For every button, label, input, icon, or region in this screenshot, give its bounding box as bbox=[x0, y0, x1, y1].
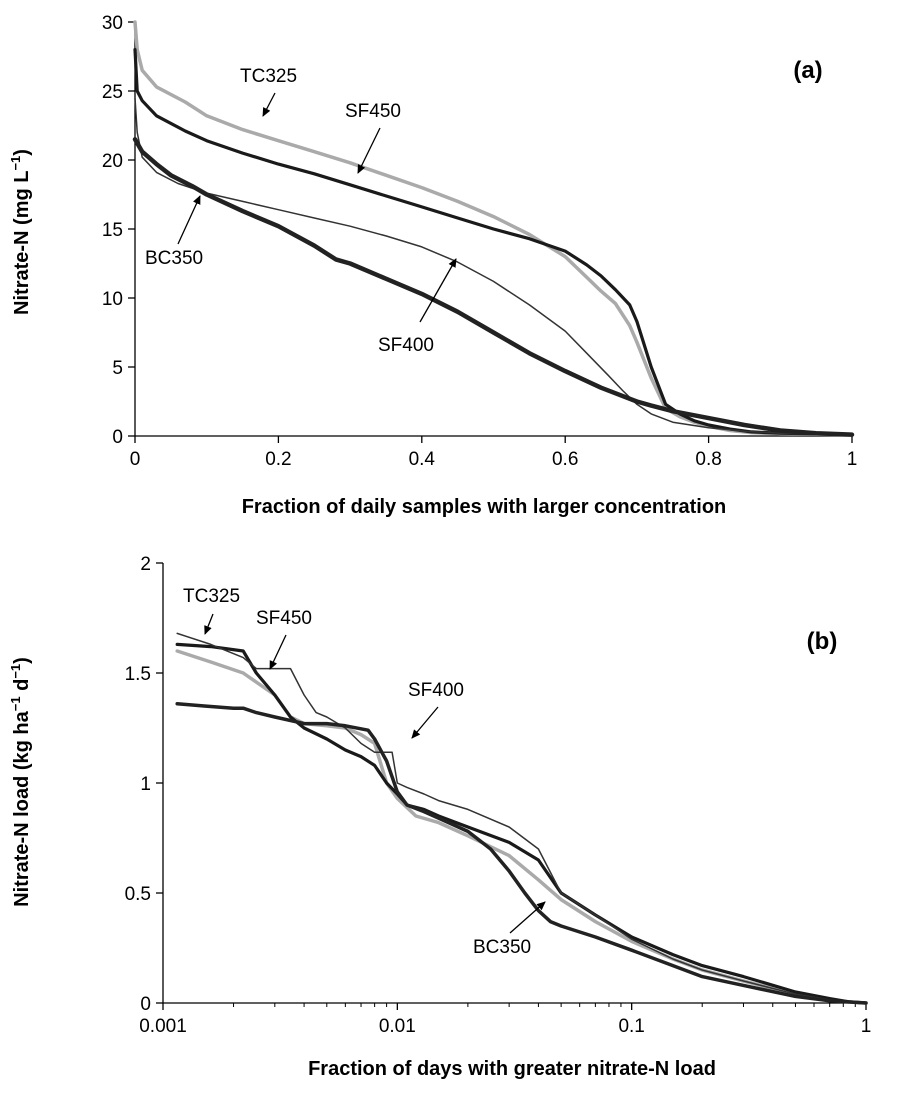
panel-a-x-tick-label: 0.2 bbox=[265, 449, 291, 470]
series-bc350-line bbox=[132, 137, 855, 437]
arrow-sf450-a bbox=[357, 127, 381, 174]
series-sf400-line bbox=[134, 97, 853, 436]
panel-a-x-tick-label: 0.6 bbox=[552, 449, 578, 470]
panel-a-y-tick-label: 20 bbox=[102, 151, 123, 172]
panel-a-y-title-main: Nitrate-N (mg L bbox=[11, 171, 33, 315]
series-sf450-line bbox=[175, 642, 868, 1005]
panel-b-y-tick-label: 1.5 bbox=[125, 664, 151, 685]
panel-b-x-tick-label: 0.001 bbox=[139, 1016, 187, 1037]
panel-b-y-tick-label: 0 bbox=[140, 994, 151, 1015]
panel-a-x-title: Fraction of daily samples with larger co… bbox=[242, 496, 727, 518]
panel-a-y-tick-label: 0 bbox=[112, 427, 123, 448]
annotation-sf400-a: SF400 bbox=[378, 335, 434, 356]
panel-a: 0 0.2 0.4 0.6 0.8 1 0 5 10 15 20 25 30 (a) Fraction… bbox=[8, 13, 857, 518]
series-bc350-line bbox=[175, 702, 868, 1005]
panel-a-series bbox=[132, 20, 855, 437]
panel-a-y-tick-label: 25 bbox=[102, 82, 123, 103]
panel-a-y-title-end: ) bbox=[11, 149, 33, 156]
panel-b-x-tick-label: 0.1 bbox=[618, 1016, 644, 1037]
panel-a-tag: (a) bbox=[793, 57, 822, 84]
series-sf400-line bbox=[176, 632, 867, 1004]
panel-a-x-tick-label: 0 bbox=[130, 449, 141, 470]
annotation-sf400-b: SF400 bbox=[408, 680, 464, 701]
panel-b: 0.001 0.01 0.1 1 0 0.5 1 1.5 2 (b) Fraction of … bbox=[8, 554, 871, 1080]
panel-b-y-title-mid: d bbox=[11, 679, 33, 697]
arrow-tc325-a bbox=[262, 92, 276, 117]
panel-a-y-title: Nitrate-N (mg L−1) bbox=[8, 149, 33, 315]
panel-b-y-title-sup2: −1 bbox=[8, 664, 23, 679]
annotation-tc325-a: TC325 bbox=[240, 66, 297, 87]
arrow-sf400-b bbox=[411, 706, 439, 739]
annotation-sf450-a: SF450 bbox=[345, 101, 401, 122]
panel-a-x-tick-label: 1 bbox=[847, 449, 858, 470]
annotation-sf450-b: SF450 bbox=[256, 608, 312, 629]
panel-b-y-tick-label: 2 bbox=[140, 554, 151, 575]
annotation-tc325-b: TC325 bbox=[183, 586, 240, 607]
panel-a-y-tick-label: 5 bbox=[112, 358, 123, 379]
panel-b-x-tick-label: 0.01 bbox=[379, 1016, 416, 1037]
panel-b-y-title-sup1: −1 bbox=[8, 696, 23, 711]
panel-b-y-title-main: Nitrate-N load (kg ha bbox=[11, 710, 33, 906]
panel-b-y-tick-label: 0.5 bbox=[125, 884, 151, 905]
panel-a-x-ticks: 0 0.2 0.4 0.6 0.8 1 bbox=[130, 436, 858, 470]
panel-b-x-title: Fraction of days with greater nitrate-N … bbox=[308, 1058, 716, 1080]
panel-b-y-title: Nitrate-N load (kg ha−1 d−1) bbox=[8, 657, 33, 907]
panel-b-y-ticks: 0 0.5 1 1.5 2 bbox=[125, 554, 163, 1015]
panel-a-y-tick-label: 30 bbox=[102, 13, 123, 34]
annotation-bc350-a: BC350 bbox=[145, 248, 203, 269]
panel-a-x-tick-label: 0.8 bbox=[695, 449, 721, 470]
panel-b-tag: (b) bbox=[807, 628, 838, 655]
panel-a-y-title-sup: −1 bbox=[8, 156, 23, 171]
panel-a-x-tick-label: 0.4 bbox=[409, 449, 436, 470]
panel-a-y-tick-label: 15 bbox=[102, 220, 123, 241]
panel-b-y-tick-label: 1 bbox=[140, 774, 151, 795]
panel-b-x-tick-label: 1 bbox=[861, 1016, 872, 1037]
panel-a-y-ticks: 0 5 10 15 20 25 30 bbox=[102, 13, 135, 448]
annotation-bc350-b: BC350 bbox=[473, 937, 531, 958]
panel-a-y-tick-label: 10 bbox=[102, 289, 123, 310]
arrow-sf450-b bbox=[269, 634, 287, 670]
panel-b-y-title-end: ) bbox=[11, 657, 33, 664]
series-sf450-line bbox=[133, 47, 854, 436]
arrow-sf400-a bbox=[419, 258, 457, 323]
arrow-bc350-b bbox=[509, 901, 546, 934]
arrow-tc325-b bbox=[204, 613, 214, 635]
panel-b-series bbox=[175, 632, 868, 1005]
arrow-bc350-a bbox=[177, 195, 201, 245]
panel-b-x-ticks: 0.001 0.01 0.1 1 bbox=[139, 1003, 871, 1037]
